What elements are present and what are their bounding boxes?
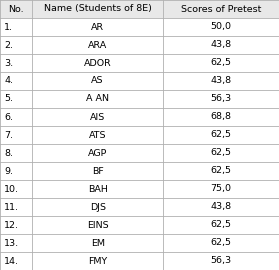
Text: BF: BF bbox=[92, 167, 104, 176]
Text: 62,5: 62,5 bbox=[211, 130, 232, 140]
Text: BAH: BAH bbox=[88, 184, 108, 194]
Text: 7.: 7. bbox=[4, 130, 13, 140]
Text: FMY: FMY bbox=[88, 256, 107, 265]
Text: 62,5: 62,5 bbox=[211, 148, 232, 157]
Text: 13.: 13. bbox=[4, 238, 19, 248]
Text: 56,3: 56,3 bbox=[211, 256, 232, 265]
Text: 62,5: 62,5 bbox=[211, 238, 232, 248]
Text: 62,5: 62,5 bbox=[211, 221, 232, 229]
Text: 10.: 10. bbox=[4, 184, 19, 194]
Text: 14.: 14. bbox=[4, 256, 19, 265]
Text: 43,8: 43,8 bbox=[211, 202, 232, 211]
Text: ARA: ARA bbox=[88, 40, 107, 49]
Text: 3.: 3. bbox=[4, 59, 13, 68]
Text: AIS: AIS bbox=[90, 113, 105, 122]
Text: 5.: 5. bbox=[4, 94, 13, 103]
Text: 68,8: 68,8 bbox=[211, 113, 232, 122]
Text: 8.: 8. bbox=[4, 148, 13, 157]
Text: 62,5: 62,5 bbox=[211, 167, 232, 176]
Bar bbox=[0, 0, 279, 18]
Text: 4.: 4. bbox=[4, 76, 13, 86]
Text: EINS: EINS bbox=[87, 221, 109, 229]
Text: AGP: AGP bbox=[88, 148, 107, 157]
Text: AR: AR bbox=[91, 22, 104, 32]
Text: 56,3: 56,3 bbox=[211, 94, 232, 103]
Text: A AN: A AN bbox=[86, 94, 109, 103]
Text: 43,8: 43,8 bbox=[211, 76, 232, 86]
Text: 6.: 6. bbox=[4, 113, 13, 122]
Text: 1.: 1. bbox=[4, 22, 13, 32]
Text: Scores of Pretest: Scores of Pretest bbox=[181, 5, 261, 14]
Text: AS: AS bbox=[92, 76, 104, 86]
Text: DJS: DJS bbox=[90, 202, 106, 211]
Text: ATS: ATS bbox=[89, 130, 106, 140]
Text: ADOR: ADOR bbox=[84, 59, 112, 68]
Text: 43,8: 43,8 bbox=[211, 40, 232, 49]
Text: 9.: 9. bbox=[4, 167, 13, 176]
Text: Name (Students of 8E): Name (Students of 8E) bbox=[44, 5, 151, 14]
Text: EM: EM bbox=[91, 238, 105, 248]
Text: 2.: 2. bbox=[4, 40, 13, 49]
Text: 11.: 11. bbox=[4, 202, 19, 211]
Text: No.: No. bbox=[8, 5, 24, 14]
Text: 50,0: 50,0 bbox=[211, 22, 232, 32]
Text: 75,0: 75,0 bbox=[211, 184, 232, 194]
Text: 12.: 12. bbox=[4, 221, 19, 229]
Text: 62,5: 62,5 bbox=[211, 59, 232, 68]
